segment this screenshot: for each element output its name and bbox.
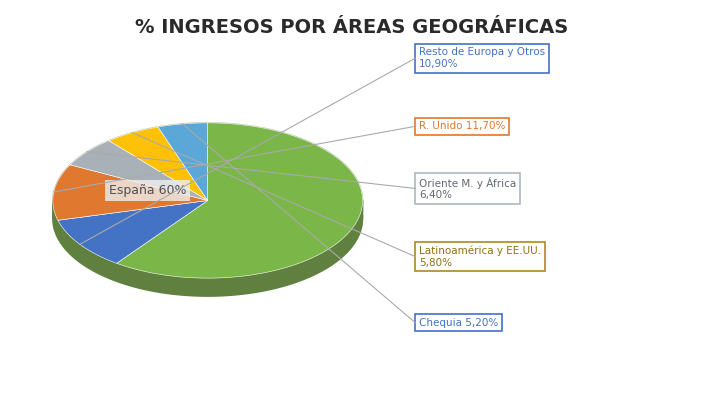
Polygon shape (117, 123, 363, 278)
Text: R. Unido 11,70%: R. Unido 11,70% (419, 122, 505, 131)
Text: % INGRESOS POR ÁREAS GEOGRÁFICAS: % INGRESOS POR ÁREAS GEOGRÁFICAS (135, 18, 569, 37)
Text: Resto de Europa y Otros
10,90%: Resto de Europa y Otros 10,90% (419, 47, 545, 69)
Text: Oriente M. y África
6,40%: Oriente M. y África 6,40% (419, 177, 516, 200)
Text: Latinoamérica y EE.UU.
5,80%: Latinoamérica y EE.UU. 5,80% (419, 245, 541, 268)
Polygon shape (53, 165, 208, 220)
Polygon shape (158, 123, 208, 200)
Polygon shape (53, 123, 363, 219)
Polygon shape (109, 127, 208, 200)
Text: Chequia 5,20%: Chequia 5,20% (419, 318, 498, 328)
Text: España 60%: España 60% (109, 184, 187, 197)
Polygon shape (53, 200, 363, 296)
Polygon shape (70, 141, 208, 200)
Polygon shape (58, 200, 208, 263)
